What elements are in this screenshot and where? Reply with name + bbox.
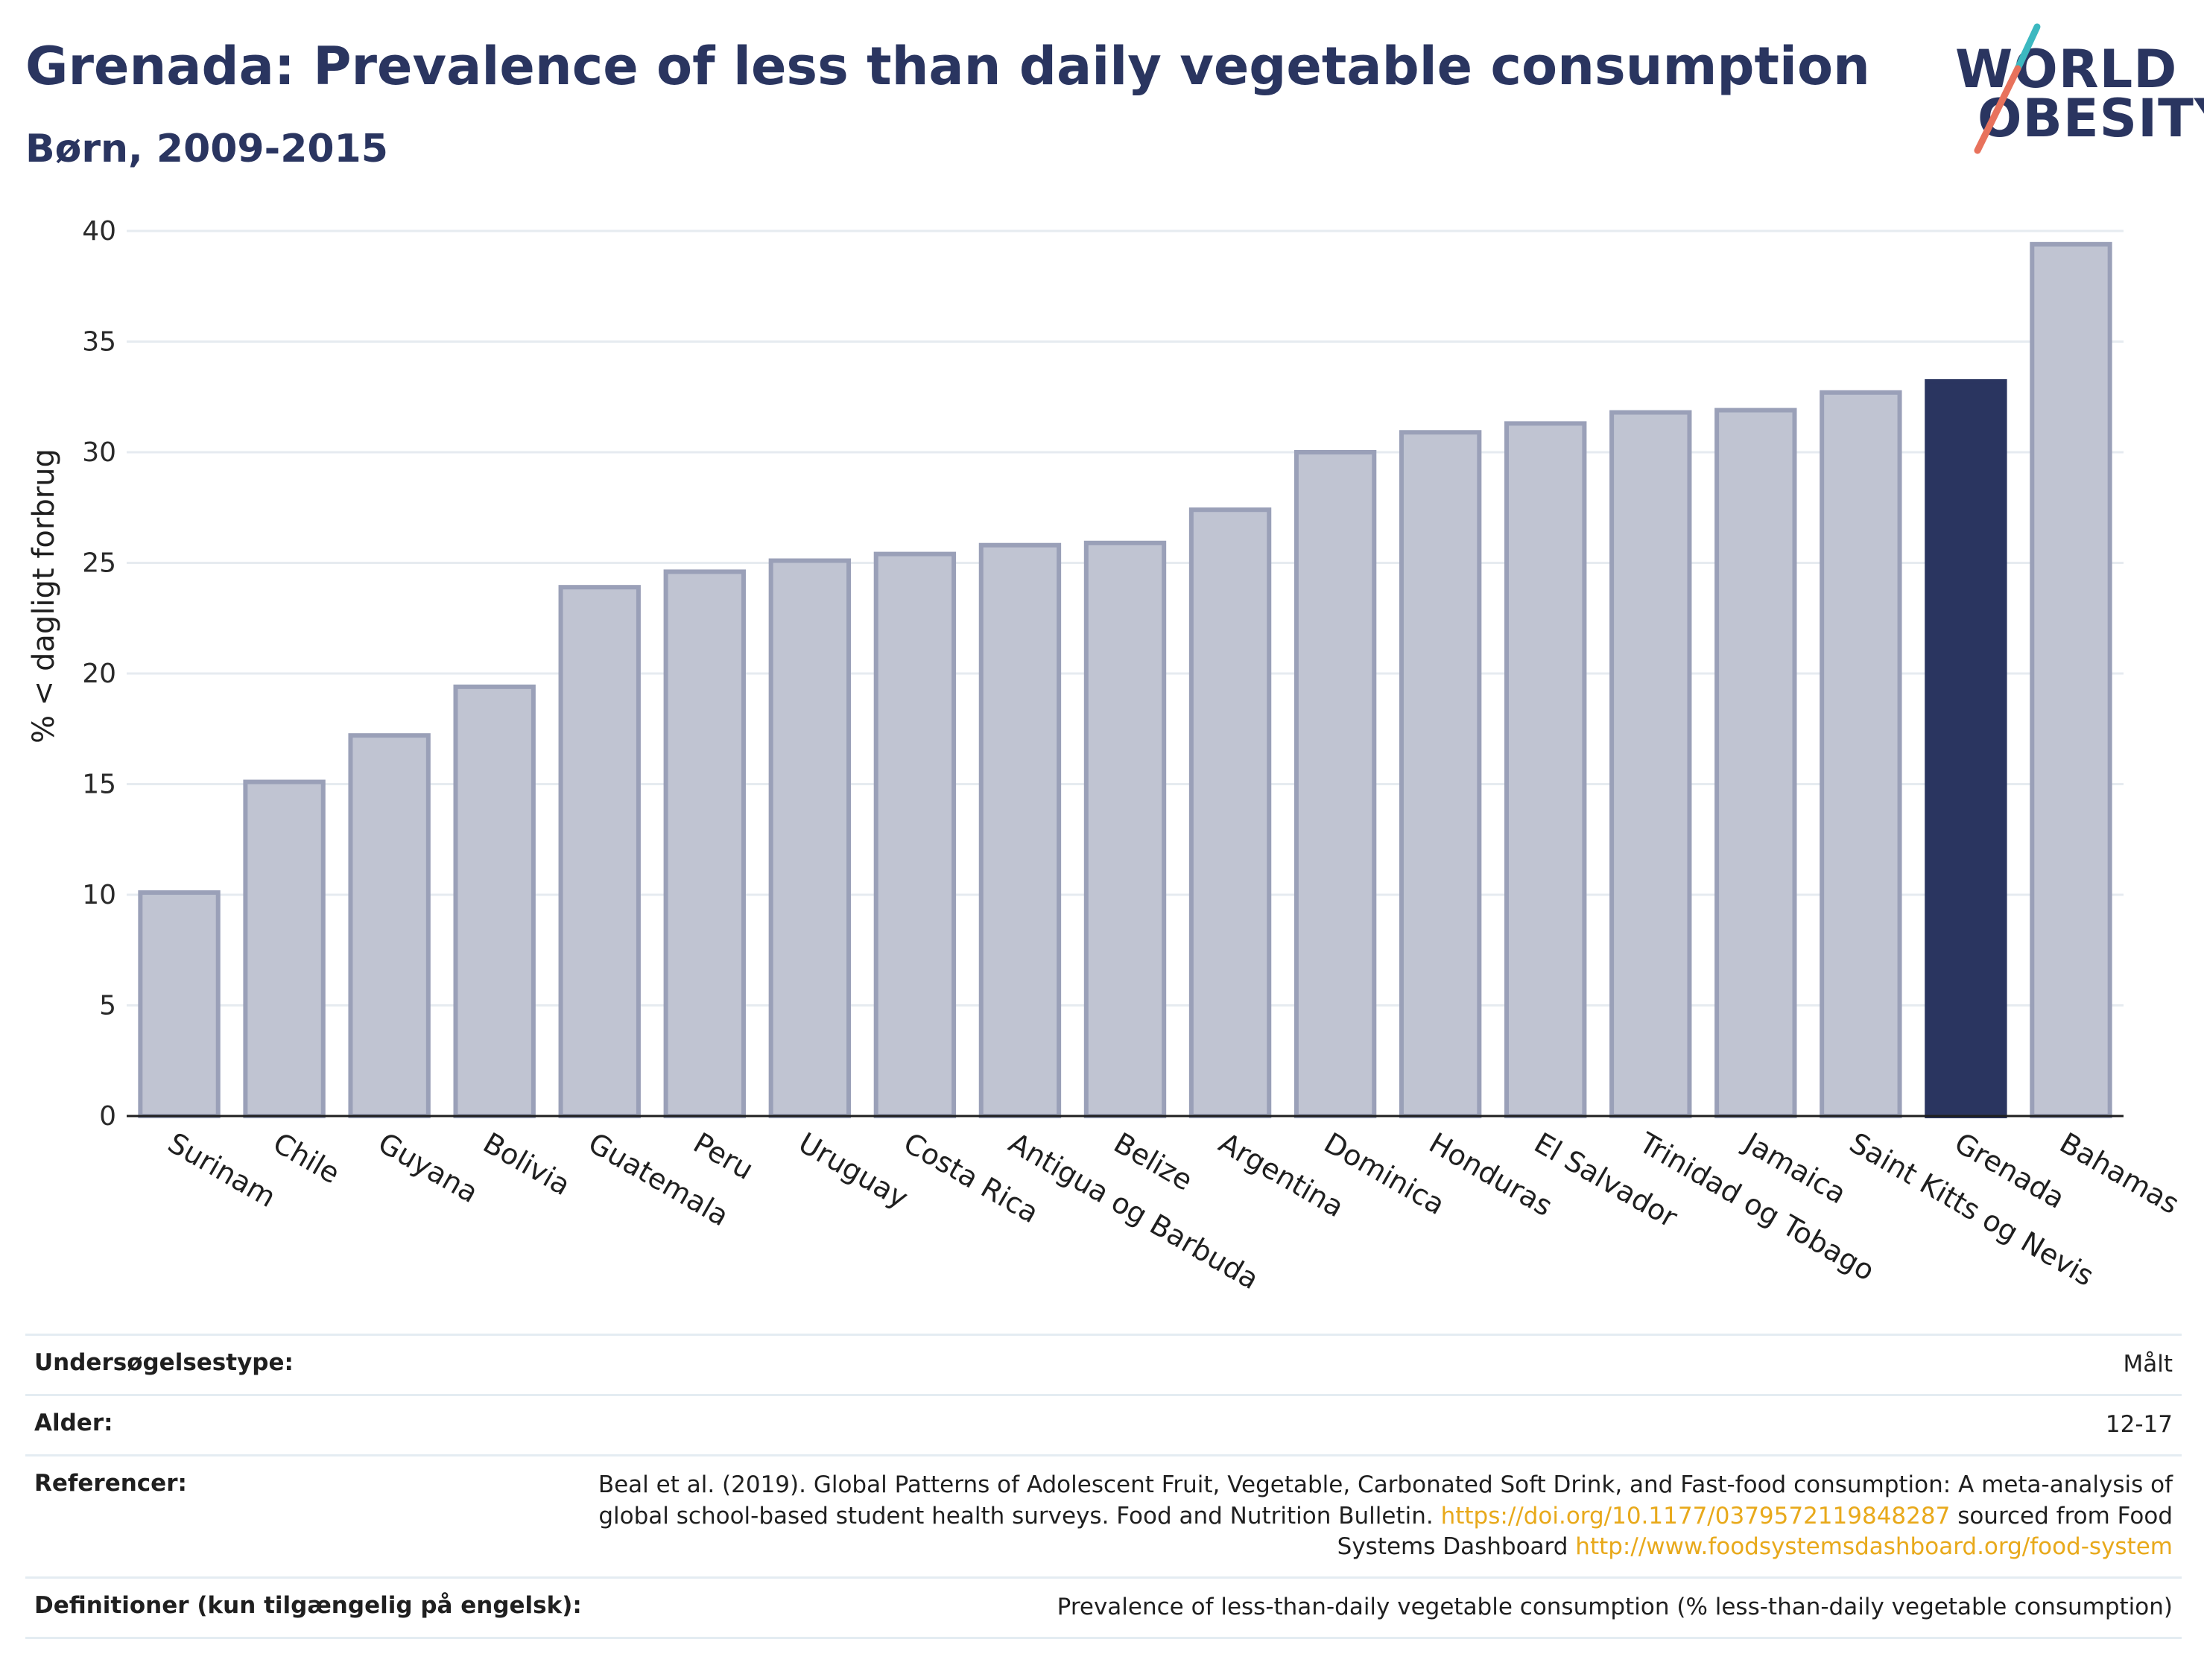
x-tick-label: Surinam (162, 1126, 282, 1214)
bar-peru (663, 569, 746, 1118)
references-text-2: sourced from Food Systems Dashboard (1337, 1502, 2173, 1561)
bar-honduras (1399, 430, 1482, 1118)
x-tick-label: Chile (267, 1126, 345, 1191)
age-value: 12-17 (2105, 1410, 2173, 1438)
survey-type-label: Undersøgelsestype: (34, 1349, 294, 1376)
x-tick-label: Peru (688, 1126, 759, 1186)
info-table: Undersøgelsestype: Målt Alder: 12-17 Ref… (25, 1334, 2182, 1640)
references-value: Beal et al. (2019). Global Patterns of A… (533, 1470, 2173, 1564)
y-tick-label: 30 (82, 437, 116, 468)
references-doi-link[interactable]: https://doi.org/10.1177/0379572119848287 (1440, 1502, 1951, 1530)
bar-guyana (348, 733, 431, 1118)
bar-uruguay (768, 558, 852, 1118)
y-tick-label: 40 (82, 216, 116, 247)
definitions-value: Prevalence of less-than-daily vegetable … (1057, 1594, 2173, 1621)
references-label: Referencer: (34, 1469, 187, 1497)
bar-trinidad-og-tobago (1609, 410, 1692, 1119)
y-tick-label: 25 (82, 548, 116, 579)
page-title: Grenada: Prevalence of less than daily v… (25, 36, 1870, 97)
references-text-1: Beal et al. (2019). Global Patterns of A… (598, 1471, 2173, 1530)
bars (138, 241, 2112, 1119)
bar-saint-kitts-og-nevis (1820, 390, 1902, 1118)
page-subtitle: Børn, 2009-2015 (25, 127, 388, 171)
survey-type-value: Målt (2123, 1351, 2173, 1378)
y-tick-label: 10 (82, 880, 116, 910)
x-tick-label: Guyana (373, 1126, 484, 1209)
x-tick-label: Bahamas (2054, 1126, 2185, 1221)
bar-grenada (1925, 378, 2007, 1118)
info-row-references: Referencer: Beal et al. (2019). Global P… (25, 1454, 2182, 1577)
age-label: Alder: (34, 1409, 113, 1436)
definitions-label: Definitioner (kun tilgængelig på engelsk… (34, 1592, 582, 1620)
bar-costa-rica (873, 551, 957, 1118)
logo-slash-icon (1974, 23, 2041, 154)
x-tick-label: Bolivia (478, 1126, 576, 1202)
info-row-survey-type: Undersøgelsestype: Målt (25, 1334, 2182, 1394)
bar-chile (243, 779, 326, 1119)
logo-line1: WORLD (1955, 39, 2178, 100)
bar-el-salvador (1504, 421, 1587, 1118)
y-tick-label: 15 (82, 770, 116, 800)
bar-surinam (138, 890, 221, 1119)
y-tick-label: 20 (82, 659, 116, 689)
info-row-age: Alder: 12-17 (25, 1393, 2182, 1454)
bar-bolivia (453, 684, 536, 1118)
world-obesity-logo: WORLD OBESITY (1945, 22, 2204, 156)
y-tick-label: 5 (99, 991, 116, 1021)
bar-argentina (1188, 507, 1272, 1119)
bar-antigua-og-barbuda (978, 542, 1062, 1118)
bar-jamaica (1714, 408, 1797, 1118)
bar-bahamas (2030, 241, 2112, 1119)
y-axis-label: % < dagligt forbrug (27, 448, 61, 744)
logo-line2: OBESITY (1977, 88, 2204, 149)
bar-guatemala (558, 585, 641, 1118)
bar-belize (1083, 540, 1167, 1118)
info-row-definitions: Definitioner (kun tilgængelig på engelsk… (25, 1576, 2182, 1640)
references-dashboard-link[interactable]: http://www.foodsystemsdashboard.org/food… (1575, 1533, 2173, 1561)
bar-dominica (1293, 450, 1377, 1118)
y-tick-label: 35 (82, 327, 116, 358)
x-tick-label: Uruguay (793, 1126, 913, 1215)
y-tick-label: 0 (99, 1101, 116, 1132)
